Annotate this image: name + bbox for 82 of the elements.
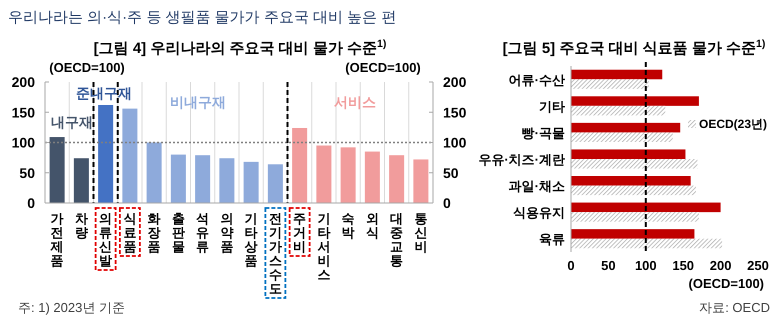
y-tick-label: 식용유지 xyxy=(513,205,565,220)
bar xyxy=(389,155,404,203)
text: 자료: OECD xyxy=(699,300,770,315)
x-tick-label: 150 xyxy=(672,258,694,273)
bar xyxy=(571,212,699,222)
x-tick-label: 의약품 xyxy=(220,211,234,254)
bar xyxy=(571,122,680,132)
y2-axis-title: (OECD=100) xyxy=(345,60,421,75)
bar xyxy=(146,142,162,203)
x-tick-label: 외식 xyxy=(366,211,379,240)
bar xyxy=(571,238,722,248)
y-tick-label: 우유·치즈·계란 xyxy=(478,152,565,167)
y2-tick-label: 100 xyxy=(443,134,467,150)
x-tick-label: 차량 xyxy=(74,211,88,240)
bar xyxy=(195,155,210,203)
x-tick-label: 가전제품 xyxy=(50,211,64,268)
y-axis-title: (OECD=100) xyxy=(49,60,125,75)
y-tick-label: 50 xyxy=(19,164,36,181)
x-tick-label: 기타상품 xyxy=(244,211,258,268)
bar xyxy=(571,186,696,196)
x-tick-label: 석유류 xyxy=(196,211,210,254)
annotation: 서비스 xyxy=(334,94,376,110)
text: 우리나라는 의·식·주 등 생필품 물가가 주요국 대비 높은 편 xyxy=(8,9,396,26)
bar xyxy=(571,159,698,169)
bar xyxy=(244,162,259,203)
text: 주: 1) 2023년 기준 xyxy=(18,300,125,315)
bar xyxy=(571,70,662,80)
x-tick-label: 통신비 xyxy=(414,211,428,254)
legend-label: OECD(23년) xyxy=(699,117,768,131)
x-tick-label: 화장품 xyxy=(148,211,161,254)
bar xyxy=(98,104,114,203)
y-tick-label: 0 xyxy=(27,195,36,211)
y2-tick-label: 0 xyxy=(443,195,451,211)
bar xyxy=(50,137,65,203)
bar xyxy=(122,108,138,203)
x-tick-label: 200 xyxy=(710,258,732,273)
x-tick-label: 0 xyxy=(567,258,575,273)
x-tick-label: 50 xyxy=(601,258,616,273)
x-tick-label: 의류신발 xyxy=(99,211,112,268)
y2-tick-label: 50 xyxy=(443,164,459,181)
x-tick-label: 전기가스수도 xyxy=(268,211,282,296)
bar xyxy=(413,159,428,203)
annotation: 내구재 xyxy=(51,114,93,130)
bar xyxy=(571,202,721,212)
x-tick-label: 대중교통 xyxy=(390,211,404,268)
y-tick-label: 빵·곡물 xyxy=(522,125,565,140)
chart-title: [그림 5] 주요국 대비 식료품 물가 수준$^{1)}$ xyxy=(502,38,766,57)
x-axis-title: (OECD=100) xyxy=(688,276,764,291)
bar xyxy=(571,229,694,239)
y-tick-label: 100 xyxy=(12,134,36,150)
bar xyxy=(74,158,89,203)
bar xyxy=(571,149,686,159)
chart-title: [그림 4] 우리나라의 주요국 대비 물가 수준$^{1)}$ xyxy=(94,38,386,57)
bar xyxy=(292,128,308,203)
bar xyxy=(571,106,666,116)
bar xyxy=(219,158,234,203)
y-tick-label: 어류·수산 xyxy=(508,72,565,88)
x-tick-label: 식료품 xyxy=(123,211,136,254)
y-tick-label: 200 xyxy=(12,74,36,90)
x-tick-label: 숙박 xyxy=(342,211,355,240)
bar xyxy=(268,164,283,203)
x-tick-label: 출판물 xyxy=(172,211,185,254)
x-tick-label: 주거비 xyxy=(293,211,306,254)
x-tick-label: 기타서비스 xyxy=(317,211,330,282)
annotation: 준내구재 xyxy=(76,85,132,101)
bar xyxy=(571,79,649,89)
bar xyxy=(340,147,356,203)
y-tick-label: 150 xyxy=(12,104,36,120)
bar xyxy=(316,146,332,203)
y-tick-label: 육류 xyxy=(539,232,565,247)
x-tick-label: 100 xyxy=(634,258,657,273)
y-tick-label: 기타 xyxy=(539,98,565,114)
bar xyxy=(170,154,186,203)
bar xyxy=(571,132,673,142)
bar xyxy=(571,176,691,186)
y-tick-label: 과일·채소 xyxy=(508,178,565,194)
bar xyxy=(364,152,380,203)
bar xyxy=(571,96,699,106)
x-tick-label: 250 xyxy=(747,258,769,273)
y2-tick-label: 150 xyxy=(443,104,467,120)
y2-tick-label: 200 xyxy=(443,74,467,90)
annotation: 비내구재 xyxy=(170,94,226,110)
